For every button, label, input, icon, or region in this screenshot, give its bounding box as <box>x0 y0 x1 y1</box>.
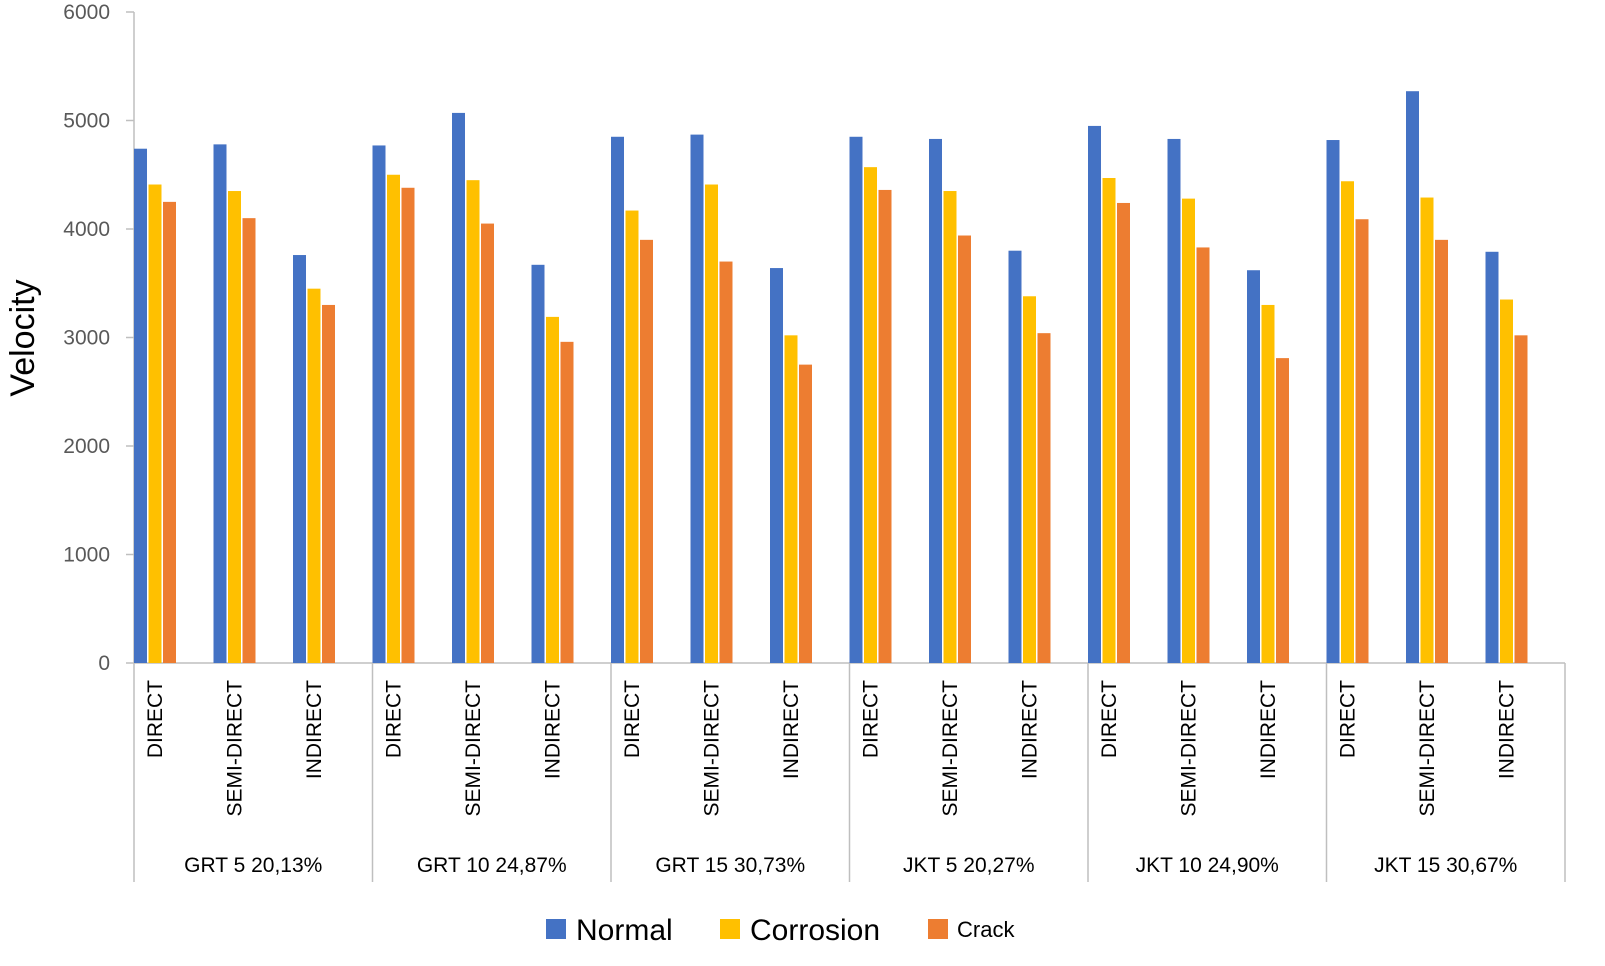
category-label: SEMI-DIRECT <box>1416 680 1439 817</box>
y-tick-label: 5000 <box>63 110 110 133</box>
bar-corrosion-jkt10-semi-direct <box>1182 198 1195 663</box>
category-label: INDIRECT <box>1496 680 1519 779</box>
y-axis-label: Velocity <box>4 279 42 396</box>
bar-normal-grt10-semi-direct <box>452 112 465 663</box>
bar-corrosion-grt15-semi-direct <box>705 184 718 663</box>
y-tick-label: 0 <box>98 652 110 675</box>
bar-normal-grt5-direct <box>134 148 147 663</box>
category-label: DIRECT <box>621 680 644 758</box>
bar-corrosion-grt15-direct <box>625 210 639 663</box>
category-label: INDIRECT <box>1019 680 1042 779</box>
group-label: GRT 15 30,73% <box>655 854 805 877</box>
bar-corrosion-jkt5-indirect <box>1023 296 1036 663</box>
bar-normal-jkt15-indirect <box>1485 251 1499 663</box>
bar-crack-grt5-indirect <box>322 304 335 663</box>
bar-crack-jkt15-indirect <box>1514 335 1528 663</box>
bar-corrosion-jkt15-indirect <box>1500 299 1513 663</box>
category-label: SEMI-DIRECT <box>224 680 247 817</box>
category-label: SEMI-DIRECT <box>1178 680 1201 817</box>
bars <box>134 91 1528 664</box>
group-label: GRT 10 24,87% <box>417 854 567 877</box>
bar-corrosion-jkt15-direct <box>1341 181 1354 663</box>
bar-normal-jkt10-semi-direct <box>1167 138 1181 663</box>
bar-crack-jkt5-semi-direct <box>958 235 971 663</box>
bar-normal-jkt10-direct <box>1088 125 1101 664</box>
category-label: SEMI-DIRECT <box>462 680 485 817</box>
bar-corrosion-jkt5-direct <box>864 167 877 663</box>
bar-crack-jkt10-direct <box>1117 202 1130 663</box>
bar-corrosion-grt10-semi-direct <box>466 180 480 664</box>
legend-swatch-normal <box>546 919 566 939</box>
legend-swatch-corrosion <box>720 919 740 939</box>
bar-crack-grt5-direct <box>163 201 176 663</box>
bar-crack-jkt15-semi-direct <box>1435 239 1448 663</box>
bar-crack-grt5-semi-direct <box>242 218 256 663</box>
bar-corrosion-grt5-direct <box>148 184 162 663</box>
bar-corrosion-grt10-direct <box>387 174 400 663</box>
bar-crack-grt10-direct <box>401 187 415 663</box>
category-label: DIRECT <box>1098 680 1121 758</box>
bar-normal-grt5-indirect <box>293 255 306 664</box>
bar-crack-grt10-semi-direct <box>481 223 494 663</box>
y-tick-label: 6000 <box>63 1 110 24</box>
legend-label-corrosion: Corrosion <box>750 914 880 947</box>
bar-normal-grt5-semi-direct <box>213 144 227 663</box>
group-label: GRT 5 20,13% <box>184 854 322 877</box>
y-tick-label: 2000 <box>63 435 110 458</box>
bar-corrosion-jkt5-semi-direct <box>943 191 957 663</box>
category-label: SEMI-DIRECT <box>939 680 962 817</box>
group-label: JKT 15 30,67% <box>1374 854 1517 877</box>
bar-crack-jkt10-semi-direct <box>1196 247 1210 663</box>
category-label: DIRECT <box>144 680 167 758</box>
y-tick-label: 1000 <box>63 544 110 567</box>
y-tick-label: 3000 <box>63 327 110 350</box>
bar-crack-jkt15-direct <box>1355 219 1369 664</box>
category-label: DIRECT <box>860 680 883 758</box>
category-label: INDIRECT <box>1257 680 1280 779</box>
bar-normal-grt10-indirect <box>531 264 545 663</box>
bar-corrosion-jkt15-semi-direct <box>1420 197 1434 663</box>
bar-normal-jkt15-semi-direct <box>1406 91 1419 663</box>
category-label: INDIRECT <box>303 680 326 779</box>
category-label: INDIRECT <box>780 680 803 779</box>
bar-corrosion-grt10-indirect <box>546 316 559 663</box>
axis-labels: 0 1000 2000 3000 4000 5000 6000 DIRECT SEMI-DIRE… <box>63 1 1518 877</box>
bar-crack-grt10-indirect <box>560 341 574 663</box>
category-label: DIRECT <box>383 680 406 758</box>
bar-normal-jkt5-direct <box>849 136 863 663</box>
category-label: INDIRECT <box>542 680 565 779</box>
bar-corrosion-jkt10-direct <box>1102 178 1116 663</box>
bar-normal-jkt5-semi-direct <box>929 138 942 663</box>
bar-normal-grt15-direct <box>611 136 624 663</box>
group-label: JKT 10 24,90% <box>1136 854 1279 877</box>
bar-normal-grt15-semi-direct <box>690 134 704 664</box>
bar-normal-jkt5-indirect <box>1008 250 1022 663</box>
legend-swatch-crack <box>928 919 948 939</box>
bar-normal-jkt15-direct <box>1326 140 1340 663</box>
bar-crack-jkt10-indirect <box>1276 358 1289 663</box>
bar-corrosion-grt5-semi-direct <box>228 191 241 663</box>
bar-normal-grt15-indirect <box>770 268 783 663</box>
category-label: DIRECT <box>1337 680 1360 758</box>
legend: Normal Corrosion Crack <box>546 914 1015 947</box>
category-label: SEMI-DIRECT <box>701 680 724 817</box>
bar-crack-grt15-semi-direct <box>719 261 733 663</box>
bar-crack-jkt5-indirect <box>1037 333 1051 663</box>
bar-crack-grt15-indirect <box>799 364 812 663</box>
legend-label-crack: Crack <box>957 917 1015 942</box>
bar-normal-jkt10-indirect <box>1247 270 1260 663</box>
bar-corrosion-grt5-indirect <box>307 288 321 663</box>
bar-corrosion-jkt10-indirect <box>1261 304 1275 663</box>
legend-label-normal: Normal <box>576 914 673 947</box>
bar-crack-grt15-direct <box>640 239 653 663</box>
group-label: JKT 5 20,27% <box>903 854 1035 877</box>
y-tick-label: 4000 <box>63 218 110 241</box>
bar-normal-grt10-direct <box>372 145 386 663</box>
bar-corrosion-grt15-indirect <box>784 335 798 663</box>
bar-crack-jkt5-direct <box>878 189 892 663</box>
